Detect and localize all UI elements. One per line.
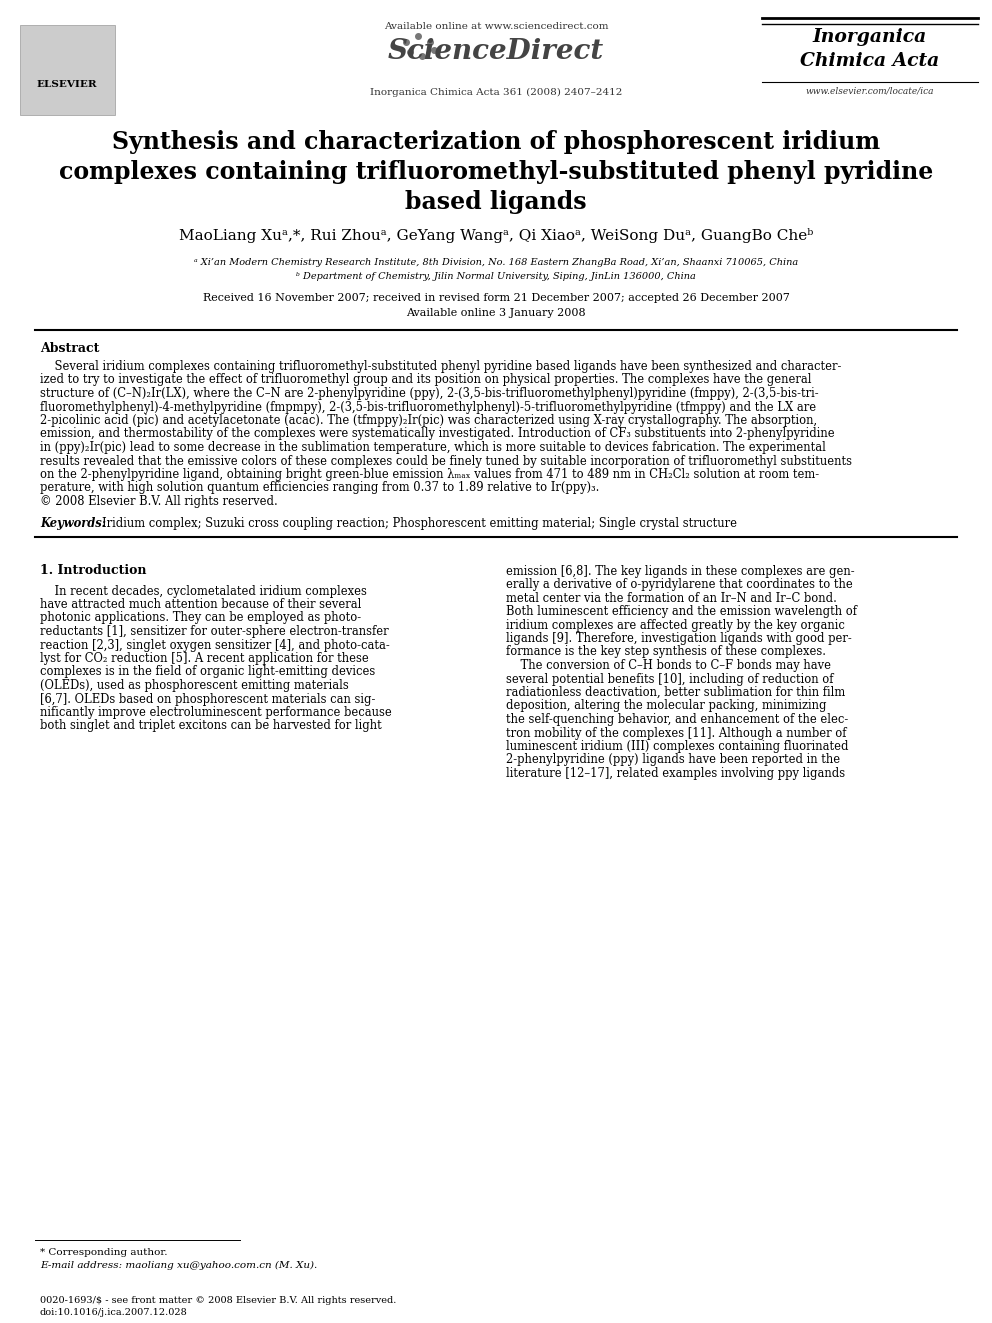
Text: Iridium complex; Suzuki cross coupling reaction; Phosphorescent emitting materia: Iridium complex; Suzuki cross coupling r… — [102, 516, 737, 529]
Text: deposition, altering the molecular packing, minimizing: deposition, altering the molecular packi… — [506, 700, 826, 713]
Text: Inorganica: Inorganica — [812, 28, 928, 46]
Bar — [20, 25, 115, 115]
Text: structure of (C–N)₂Ir(LX), where the C–N are 2-phenylpyridine (ppy), 2-(3,5-bis-: structure of (C–N)₂Ir(LX), where the C–N… — [40, 388, 818, 400]
Text: emission, and thermostability of the complexes were systematically investigated.: emission, and thermostability of the com… — [40, 427, 834, 441]
Text: ᵃ Xi’an Modern Chemistry Research Institute, 8th Division, No. 168 Eastern Zhang: ᵃ Xi’an Modern Chemistry Research Instit… — [193, 258, 799, 267]
Text: * Corresponding author.: * Corresponding author. — [40, 1248, 168, 1257]
Text: Synthesis and characterization of phosphorescent iridium: Synthesis and characterization of phosph… — [112, 130, 880, 153]
Text: iridium complexes are affected greatly by the key organic: iridium complexes are affected greatly b… — [506, 618, 845, 631]
Text: Chimica Acta: Chimica Acta — [801, 52, 939, 70]
Text: Several iridium complexes containing trifluoromethyl-substituted phenyl pyridine: Several iridium complexes containing tri… — [40, 360, 841, 373]
Text: perature, with high solution quantum efficiencies ranging from 0.37 to 1.89 rela: perature, with high solution quantum eff… — [40, 482, 599, 495]
Text: based ligands: based ligands — [405, 191, 587, 214]
Text: 1. Introduction: 1. Introduction — [40, 565, 147, 578]
Text: Received 16 November 2007; received in revised form 21 December 2007; accepted 2: Received 16 November 2007; received in r… — [202, 292, 790, 303]
Text: (OLEDs), used as phosphorescent emitting materials: (OLEDs), used as phosphorescent emitting… — [40, 679, 349, 692]
Text: formance is the key step synthesis of these complexes.: formance is the key step synthesis of th… — [506, 646, 826, 659]
Text: complexes containing trifluoromethyl-substituted phenyl pyridine: complexes containing trifluoromethyl-sub… — [59, 160, 933, 184]
Text: 2-picolinic acid (pic) and acetylacetonate (acac). The (tfmppy)₂Ir(pic) was char: 2-picolinic acid (pic) and acetylacetona… — [40, 414, 817, 427]
Text: E-mail address: maoliang xu@yahoo.com.cn (M. Xu).: E-mail address: maoliang xu@yahoo.com.cn… — [40, 1261, 317, 1270]
Text: several potential benefits [10], including of reduction of: several potential benefits [10], includi… — [506, 672, 833, 685]
Text: Keywords:: Keywords: — [40, 516, 114, 529]
Text: metal center via the formation of an Ir–N and Ir–C bond.: metal center via the formation of an Ir–… — [506, 591, 837, 605]
Text: Both luminescent efficiency and the emission wavelength of: Both luminescent efficiency and the emis… — [506, 605, 857, 618]
Text: have attracted much attention because of their several: have attracted much attention because of… — [40, 598, 361, 611]
Text: ᵇ Department of Chemistry, Jilin Normal University, Siping, JinLin 136000, China: ᵇ Department of Chemistry, Jilin Normal … — [296, 273, 696, 280]
Text: © 2008 Elsevier B.V. All rights reserved.: © 2008 Elsevier B.V. All rights reserved… — [40, 495, 278, 508]
Text: in (ppy)₂Ir(pic) lead to some decrease in the sublimation temperature, which is : in (ppy)₂Ir(pic) lead to some decrease i… — [40, 441, 826, 454]
Text: tron mobility of the complexes [11]. Although a number of: tron mobility of the complexes [11]. Alt… — [506, 726, 846, 740]
Text: ligands [9]. Therefore, investigation ligands with good per-: ligands [9]. Therefore, investigation li… — [506, 632, 852, 646]
Text: photonic applications. They can be employed as photo-: photonic applications. They can be emplo… — [40, 611, 361, 624]
Text: on the 2-phenylpyridine ligand, obtaining bright green-blue emission λₘₐₓ values: on the 2-phenylpyridine ligand, obtainin… — [40, 468, 819, 482]
Text: complexes is in the field of organic light-emitting devices: complexes is in the field of organic lig… — [40, 665, 375, 679]
Text: emission [6,8]. The key ligands in these complexes are gen-: emission [6,8]. The key ligands in these… — [506, 565, 855, 578]
Text: Abstract: Abstract — [40, 343, 99, 355]
Text: ScienceDirect: ScienceDirect — [388, 38, 604, 65]
Text: Available online 3 January 2008: Available online 3 January 2008 — [406, 308, 586, 318]
Text: 0020-1693/$ - see front matter © 2008 Elsevier B.V. All rights reserved.: 0020-1693/$ - see front matter © 2008 El… — [40, 1297, 397, 1304]
Text: erally a derivative of o-pyridylarene that coordinates to the: erally a derivative of o-pyridylarene th… — [506, 578, 853, 591]
Text: results revealed that the emissive colors of these complexes could be finely tun: results revealed that the emissive color… — [40, 455, 852, 467]
Text: In recent decades, cyclometalated iridium complexes: In recent decades, cyclometalated iridiu… — [40, 585, 367, 598]
Text: reaction [2,3], singlet oxygen sensitizer [4], and photo-cata-: reaction [2,3], singlet oxygen sensitize… — [40, 639, 390, 651]
Text: Inorganica Chimica Acta 361 (2008) 2407–2412: Inorganica Chimica Acta 361 (2008) 2407–… — [370, 89, 622, 97]
Text: [6,7]. OLEDs based on phosphorescent materials can sig-: [6,7]. OLEDs based on phosphorescent mat… — [40, 692, 375, 705]
Text: ELSEVIER: ELSEVIER — [37, 79, 97, 89]
Text: ized to try to investigate the effect of trifluoromethyl group and its position : ized to try to investigate the effect of… — [40, 373, 811, 386]
Text: Available online at www.sciencedirect.com: Available online at www.sciencedirect.co… — [384, 22, 608, 30]
Text: lyst for CO₂ reduction [5]. A recent application for these: lyst for CO₂ reduction [5]. A recent app… — [40, 652, 369, 665]
Text: 2-phenylpyridine (ppy) ligands have been reported in the: 2-phenylpyridine (ppy) ligands have been… — [506, 754, 840, 766]
Text: radiationless deactivation, better sublimation for thin film: radiationless deactivation, better subli… — [506, 687, 845, 699]
Text: nificantly improve electroluminescent performance because: nificantly improve electroluminescent pe… — [40, 706, 392, 718]
Text: reductants [1], sensitizer for outer-sphere electron-transfer: reductants [1], sensitizer for outer-sph… — [40, 624, 389, 638]
Text: MaoLiang Xuᵃ,*, Rui Zhouᵃ, GeYang Wangᵃ, Qi Xiaoᵃ, WeiSong Duᵃ, GuangBo Cheᵇ: MaoLiang Xuᵃ,*, Rui Zhouᵃ, GeYang Wangᵃ,… — [179, 228, 813, 243]
Text: doi:10.1016/j.ica.2007.12.028: doi:10.1016/j.ica.2007.12.028 — [40, 1308, 187, 1316]
Text: The conversion of C–H bonds to C–F bonds may have: The conversion of C–H bonds to C–F bonds… — [506, 659, 831, 672]
Text: both singlet and triplet excitons can be harvested for light: both singlet and triplet excitons can be… — [40, 720, 382, 733]
Text: literature [12–17], related examples involving ppy ligands: literature [12–17], related examples inv… — [506, 767, 845, 781]
Text: luminescent iridium (III) complexes containing fluorinated: luminescent iridium (III) complexes cont… — [506, 740, 848, 753]
Text: the self-quenching behavior, and enhancement of the elec-: the self-quenching behavior, and enhance… — [506, 713, 848, 726]
Text: fluoromethylphenyl)-4-methylpyridine (fmpmpy), 2-(3,5-bis-trifluoromethylphenyl): fluoromethylphenyl)-4-methylpyridine (fm… — [40, 401, 816, 414]
Text: www.elsevier.com/locate/ica: www.elsevier.com/locate/ica — [806, 86, 934, 95]
